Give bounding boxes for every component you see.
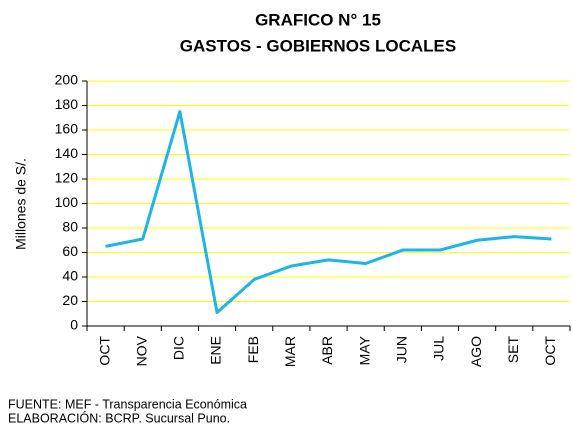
x-tick-label: OCT bbox=[542, 336, 558, 366]
y-axis-label: Millones de S/. bbox=[13, 158, 29, 250]
source-note: FUENTE: MEF - Transparencia Económica bbox=[8, 397, 247, 411]
x-tick-label: ABR bbox=[319, 336, 335, 365]
chart-subtitle: GASTOS - GOBIERNOS LOCALES bbox=[180, 36, 456, 55]
y-tick-label: 20 bbox=[62, 292, 78, 308]
source-note: ELABORACIÓN: BCRP. Sucursal Puno. bbox=[8, 410, 230, 425]
y-tick-label: 0 bbox=[70, 317, 78, 333]
x-tick-label: DIC bbox=[171, 336, 187, 360]
y-tick-label: 80 bbox=[62, 219, 78, 235]
x-tick-label: ENE bbox=[208, 336, 224, 365]
x-tick-label: FEB bbox=[245, 336, 261, 363]
x-tick-label: JUN bbox=[394, 336, 410, 363]
chart-title: GRAFICO N° 15 bbox=[255, 10, 381, 29]
x-tick-label: MAR bbox=[282, 336, 298, 367]
x-tick-label: AGO bbox=[468, 336, 484, 367]
x-tick-label: SET bbox=[505, 336, 521, 364]
x-tick-label: OCT bbox=[96, 336, 112, 366]
x-tick-label: JUL bbox=[431, 336, 447, 361]
y-tick-label: 40 bbox=[62, 268, 78, 284]
y-tick-label: 100 bbox=[55, 194, 79, 210]
y-tick-label: 120 bbox=[55, 170, 79, 186]
line bbox=[105, 110, 552, 315]
y-tick-label: 140 bbox=[55, 145, 79, 161]
y-tick-label: 60 bbox=[62, 243, 78, 259]
y-tick-label: 180 bbox=[55, 96, 79, 112]
y-tick-label: 160 bbox=[55, 121, 79, 137]
x-tick-label: NOV bbox=[133, 335, 149, 366]
y-tick-label: 200 bbox=[55, 72, 79, 88]
x-tick-label: MAY bbox=[356, 335, 372, 365]
